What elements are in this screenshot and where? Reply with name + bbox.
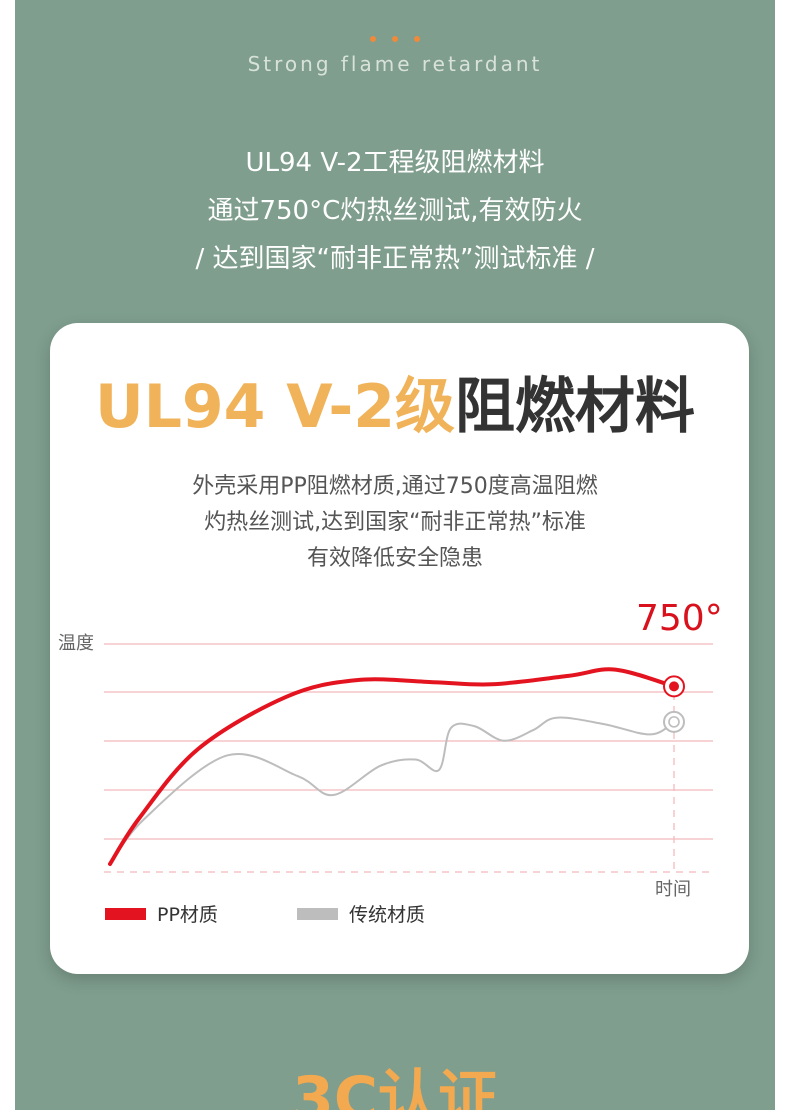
card-title-highlight: UL94 V-2级 (94, 372, 456, 442)
legend-label: 传统材质 (349, 904, 425, 926)
card-desc-line-3: 有效降低安全隐患 (306, 546, 483, 571)
accent-dot (392, 36, 398, 42)
intro-line-3: / 达到国家“耐非正常热”测试标准 / (195, 244, 595, 274)
intro-line-1: UL94 V-2工程级阻燃材料 (245, 148, 545, 178)
chart-gridlines (104, 643, 713, 840)
card-desc-line-2: 灼热丝测试,达到国家“耐非正常热”标准 (204, 510, 586, 535)
accent-dots (0, 36, 790, 46)
series-endpoint-dot (668, 716, 680, 728)
chart-x-label: 时间 (655, 879, 691, 900)
series-line-traditional (109, 716, 675, 865)
card-title: UL94 V-2级阻燃材料 (0, 372, 790, 442)
footer-title: 3C认证 (292, 1064, 498, 1110)
info-card (50, 323, 749, 974)
chart-peak-label: 750° (636, 598, 723, 639)
card-desc-line-1: 外壳采用PP阻燃材质,通过750度高温阻燃 (192, 474, 598, 499)
accent-dot (414, 36, 420, 42)
chart-y-label: 温度 (58, 633, 94, 654)
series-endpoint-dot (669, 681, 679, 692)
accent-dot (370, 36, 376, 42)
card-title-rest: 阻燃材料 (455, 372, 696, 442)
chart-legend: PP材质 传统材质 (105, 904, 425, 926)
legend-swatch (297, 908, 338, 920)
intro-line-2: 通过750°C灼热丝测试,有效防火 (207, 196, 583, 226)
series-line-pp (108, 667, 676, 866)
legend-swatch (105, 908, 146, 920)
legend-label: PP材质 (157, 904, 218, 926)
section-subtitle: Strong flame retardant (247, 52, 543, 76)
